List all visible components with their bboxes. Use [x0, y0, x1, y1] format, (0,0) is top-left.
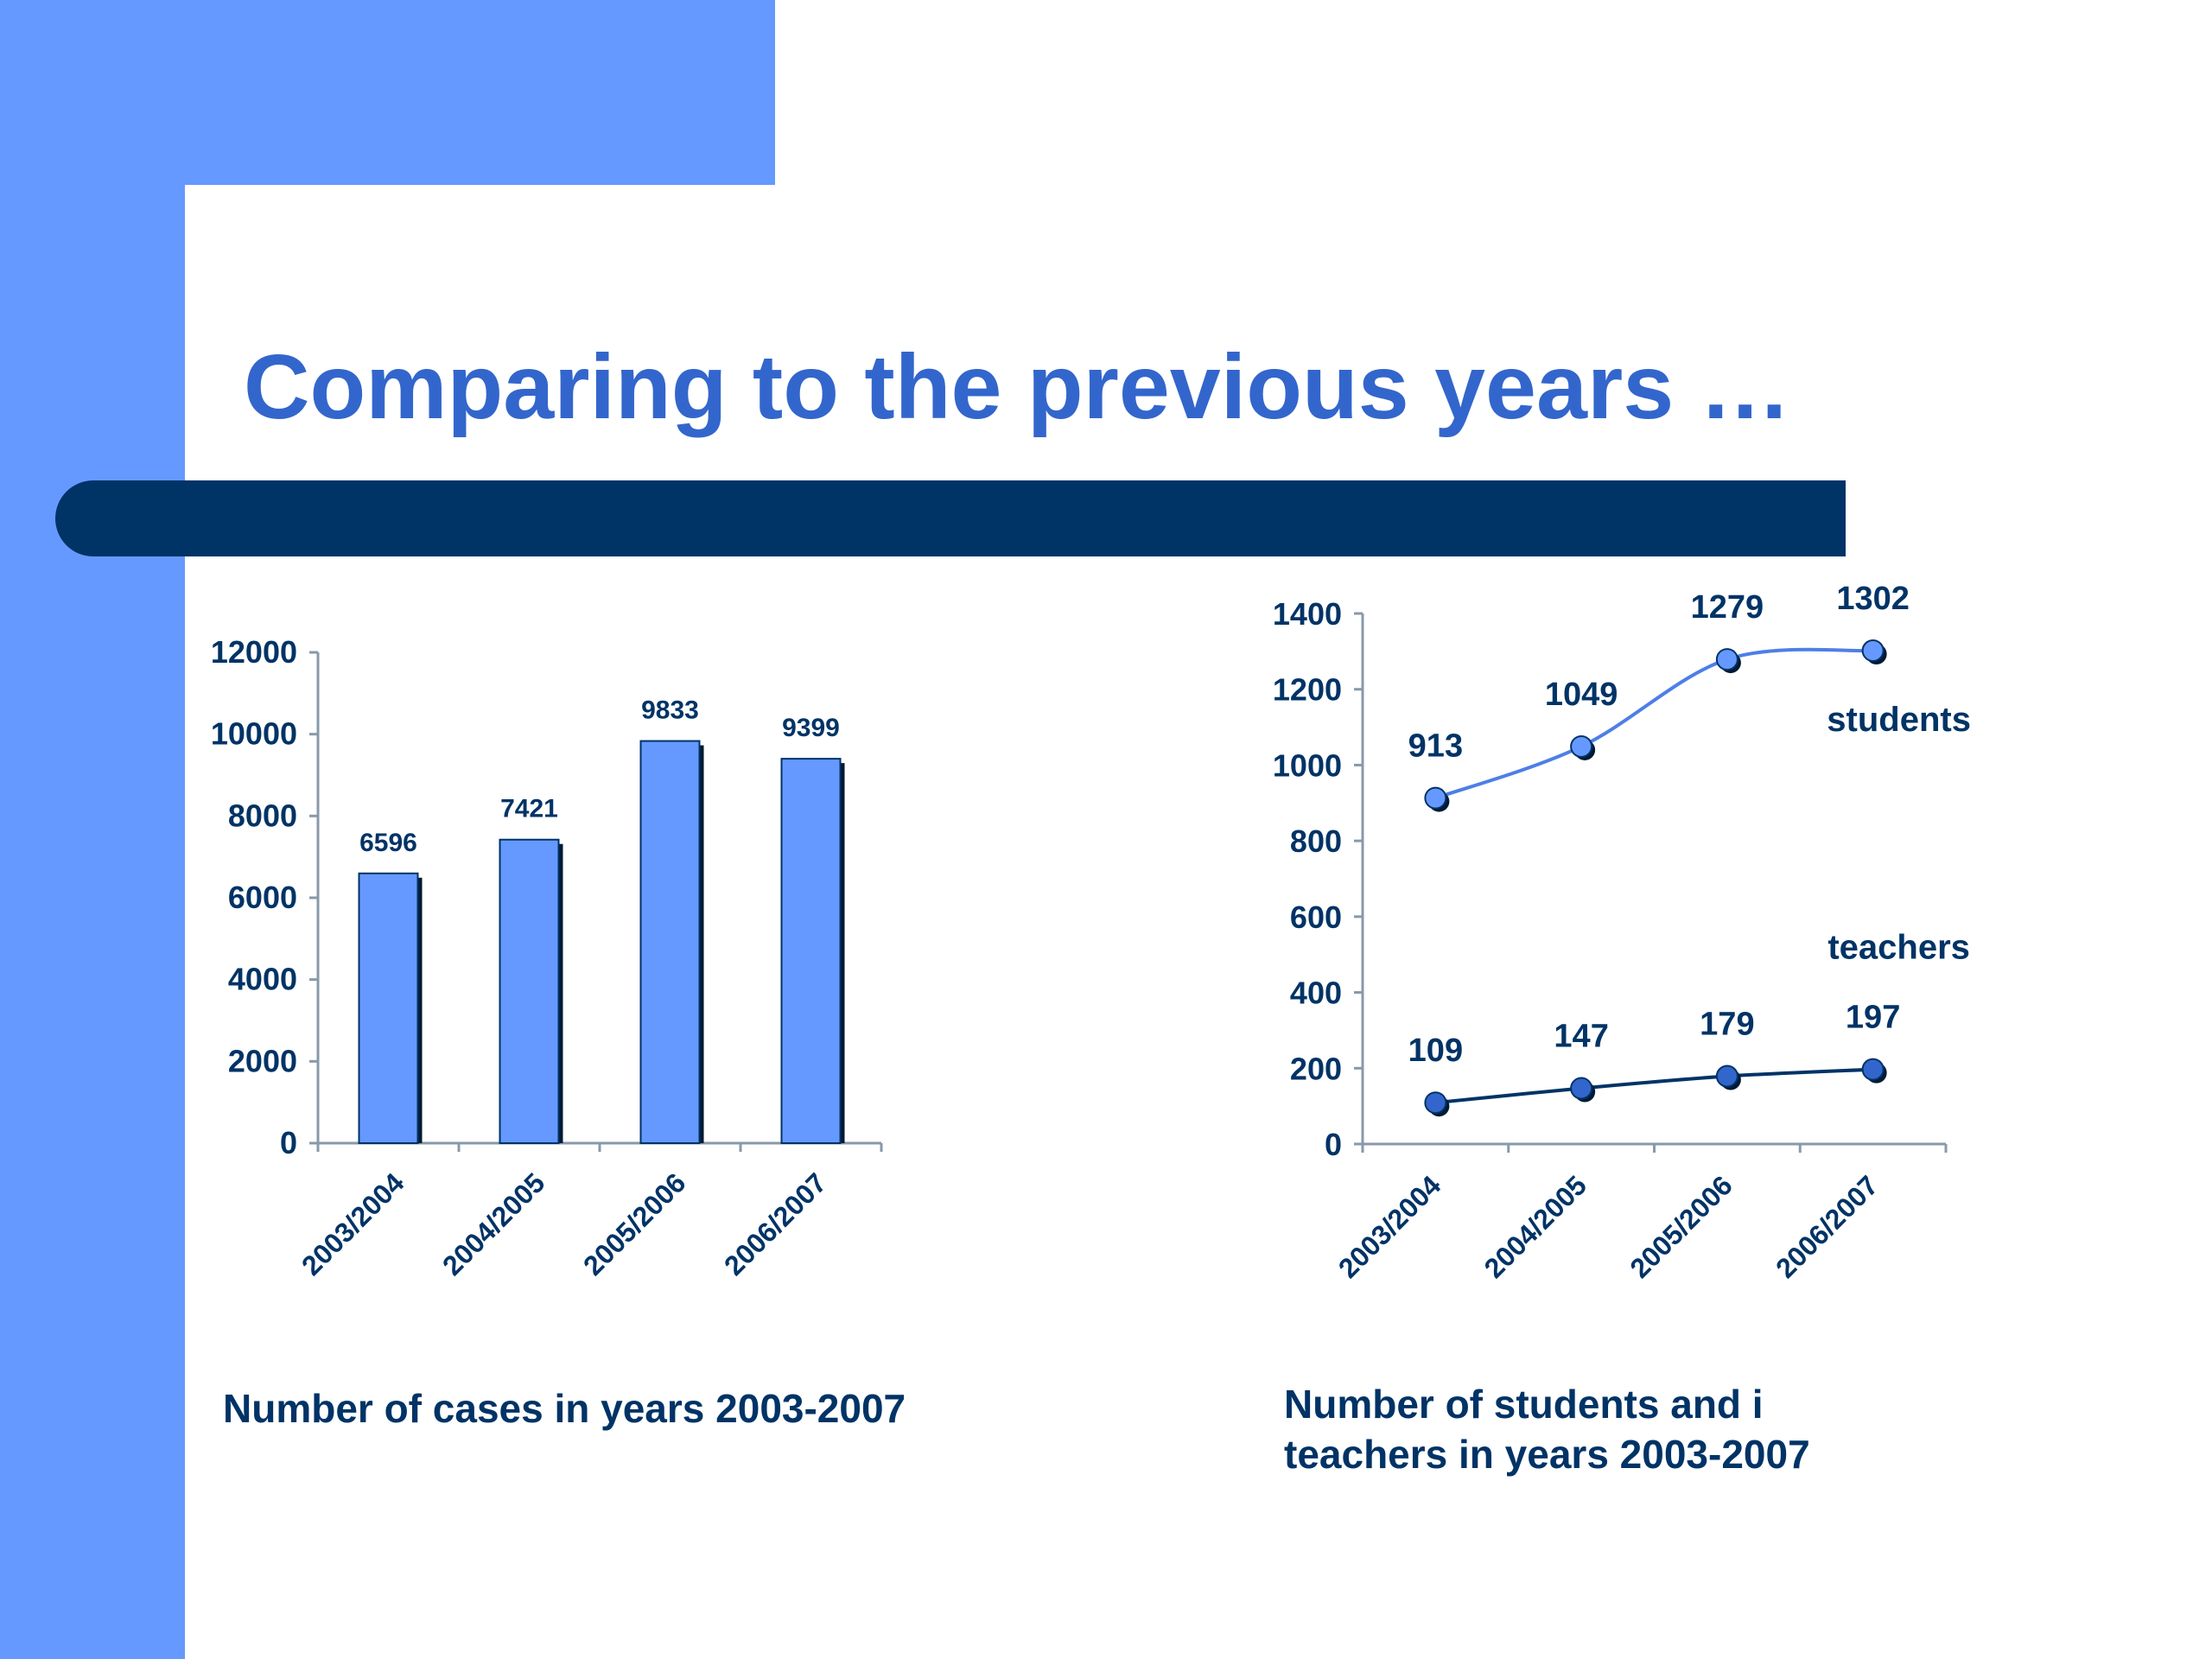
line-y-tick-label: 400 — [1290, 976, 1342, 1011]
series-data-label: 179 — [1700, 1006, 1754, 1042]
series-data-label: 913 — [1408, 728, 1463, 765]
bar-data-label: 9399 — [782, 714, 840, 742]
line-x-tick-label: 2004/2005 — [1478, 1169, 1592, 1283]
line-chart-caption-line-1: Number of students and i — [1284, 1382, 1764, 1427]
bar — [639, 740, 701, 1145]
line-y-tick-label: 0 — [1325, 1127, 1342, 1162]
bar-y-tick-label: 0 — [280, 1125, 297, 1160]
series-point — [1424, 786, 1447, 810]
content-area-top — [358, 185, 2212, 358]
series-point — [1424, 1091, 1447, 1115]
bar-x-tick-label: 2005/2006 — [577, 1166, 691, 1281]
bar-x-tick-label: 2006/2007 — [718, 1166, 832, 1281]
series-name-label: students — [1827, 701, 1971, 739]
bar-data-label: 7421 — [500, 795, 558, 823]
bar — [499, 838, 560, 1144]
bar-y-tick-label: 2000 — [228, 1043, 297, 1078]
line-chart-caption: Number of students and i teachers in yea… — [1284, 1379, 1810, 1479]
series-data-label: 147 — [1554, 1019, 1608, 1055]
series-data-label: 109 — [1408, 1033, 1463, 1069]
cases-bar-chart: 0 2000 4000 6000 8000 10000 12000 6596 2003/2004… — [211, 634, 883, 1281]
students-teachers-line-chart: 0 200 400 600 800 1000 1200 1400 2003/2004 2004/2… — [1273, 581, 1971, 1284]
bar — [780, 758, 842, 1144]
line-chart-caption-line-2: teachers in years 2003-2007 — [1284, 1432, 1810, 1477]
line-y-tick-label: 600 — [1290, 899, 1342, 935]
line-y-tick-label: 200 — [1290, 1051, 1342, 1086]
series-data-label: 197 — [1846, 1000, 1900, 1036]
line-x-tick-label: 2003/2004 — [1332, 1169, 1447, 1284]
series-point — [1861, 1058, 1885, 1081]
bar-data-label: 6596 — [359, 829, 417, 857]
series-data-label: 1049 — [1545, 677, 1618, 713]
line-y-tick-label: 1400 — [1273, 596, 1342, 632]
series-name-label: teachers — [1827, 929, 1970, 967]
line-x-tick-label: 2005/2006 — [1624, 1169, 1738, 1283]
slide-title: Comparing to the previous years … — [244, 336, 1791, 438]
content-corner-curve — [185, 185, 358, 358]
line-y-tick-label: 1000 — [1273, 747, 1342, 783]
series-data-label: 1279 — [1691, 589, 1764, 626]
series-point — [1570, 1077, 1593, 1100]
bar-y-tick-label: 6000 — [228, 880, 297, 915]
bar-y-tick-label: 12000 — [211, 634, 297, 670]
line-x-tick-label: 2006/2007 — [1770, 1169, 1884, 1283]
series-point — [1715, 1065, 1738, 1088]
bar — [358, 872, 419, 1144]
series-point — [1715, 648, 1738, 671]
line-y-tick-label: 800 — [1290, 823, 1342, 859]
series-point — [1570, 734, 1593, 758]
title-underline-bar — [55, 480, 1846, 556]
series-line-students — [1434, 647, 1873, 800]
bar-x-tick-label: 2004/2005 — [436, 1166, 550, 1281]
bar-y-tick-label: 10000 — [211, 716, 297, 752]
bar-chart-caption: Number of cases in years 2003-2007 — [223, 1386, 906, 1431]
top-accent-block — [0, 0, 775, 185]
bar-data-label: 9833 — [641, 696, 699, 725]
series-data-label: 1302 — [1836, 581, 1910, 617]
bar-y-tick-label: 4000 — [228, 962, 297, 997]
bar-y-tick-label: 8000 — [228, 798, 297, 833]
series-point — [1861, 639, 1885, 662]
bar-x-tick-label: 2003/2004 — [296, 1166, 410, 1281]
series-line-teachers — [1435, 1067, 1873, 1105]
left-accent-band — [0, 0, 185, 1659]
line-y-tick-label: 1200 — [1273, 672, 1342, 708]
